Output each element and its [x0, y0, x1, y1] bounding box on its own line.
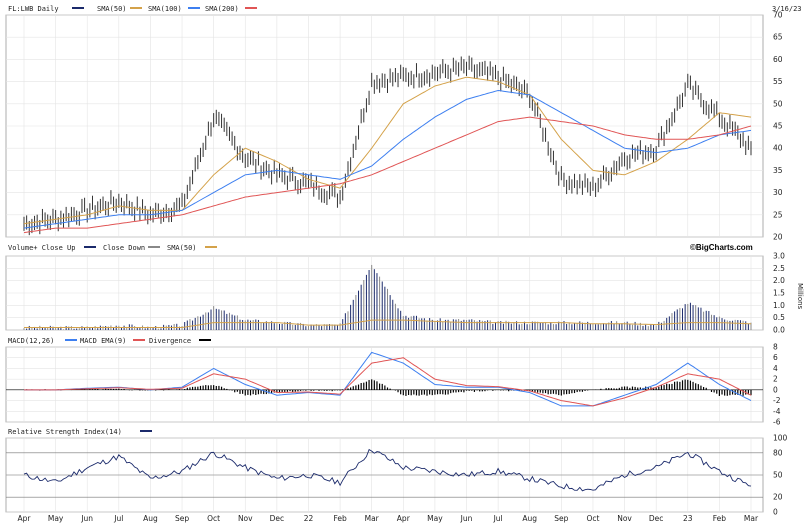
- y-tick-label: 50: [773, 99, 783, 108]
- x-tick-label: May: [427, 514, 443, 523]
- x-tick-label: Sep: [554, 514, 568, 523]
- x-tick-label: Jul: [493, 514, 503, 523]
- x-tick-label: Jun: [460, 514, 473, 523]
- macd-panel: [5, 346, 764, 423]
- volume-sma-line: [24, 319, 752, 328]
- y-tick-label: 2: [773, 375, 778, 384]
- chart-date: 3/16/23: [772, 5, 802, 13]
- x-tick-label: 23: [683, 514, 693, 523]
- x-tick-label: 22: [304, 514, 314, 523]
- x-tick-label: Oct: [207, 514, 220, 523]
- y-tick-label: 70: [773, 11, 783, 20]
- x-tick-label: Apr: [397, 514, 411, 523]
- y-tick-label: 0: [773, 508, 778, 517]
- y-tick-label: 8: [773, 343, 778, 352]
- y-tick-label: 80: [773, 448, 783, 457]
- x-tick-label: Nov: [617, 514, 632, 523]
- y-tick-label: 65: [773, 33, 783, 42]
- x-tick-label: Feb: [713, 514, 727, 523]
- y-tick-label: -2: [773, 396, 781, 405]
- x-tick-label: Apr: [18, 514, 32, 523]
- y-tick-label: 60: [773, 55, 783, 64]
- macd-legend-1: MACD EMA(9): [80, 337, 126, 345]
- bigcharts-brand: ©BigCharts.com: [690, 243, 753, 252]
- y-tick-label: 6: [773, 353, 778, 362]
- y-tick-label: -4: [773, 407, 781, 416]
- price-legend-3: SMA(200): [205, 5, 239, 13]
- x-tick-label: Dec: [649, 514, 664, 523]
- macd-legend-2: Divergence: [149, 337, 191, 345]
- y-tick-label: 2.5: [773, 264, 785, 273]
- x-tick-label: Jun: [80, 514, 93, 523]
- volume-unit: Millions: [796, 283, 804, 310]
- x-tick-label: Aug: [522, 514, 537, 523]
- price-legend-1: SMA(50): [97, 5, 127, 13]
- y-tick-label: 20: [773, 493, 783, 502]
- x-tick-label: Mar: [744, 514, 759, 523]
- volume-legend-0: Volume+ Close Up: [8, 244, 75, 252]
- x-tick-label: Oct: [586, 514, 599, 523]
- y-tick-label: 100: [773, 434, 788, 443]
- y-tick-label: 55: [773, 77, 783, 86]
- y-tick-label: 1.5: [773, 289, 785, 298]
- price-legend-2: SMA(100): [148, 5, 182, 13]
- y-tick-label: 50: [773, 471, 783, 480]
- volume-legend-2: SMA(50): [167, 244, 197, 252]
- y-tick-label: 40: [773, 144, 783, 153]
- y-tick-label: 45: [773, 122, 783, 131]
- x-tick-label: Nov: [238, 514, 253, 523]
- x-tick-label: Sep: [175, 514, 189, 523]
- y-tick-label: 2.0: [773, 276, 785, 285]
- rsi-legend-0: Relative Strength Index(14): [8, 428, 122, 436]
- y-tick-label: 35: [773, 166, 783, 175]
- y-tick-label: 0.0: [773, 326, 785, 335]
- y-tick-label: 20: [773, 233, 783, 242]
- macd-legend-0: MACD(12,26): [8, 337, 54, 345]
- x-tick-label: Feb: [333, 514, 347, 523]
- price-legend-0: FL:LWB Daily: [8, 5, 59, 13]
- y-tick-label: -6: [773, 418, 781, 427]
- x-tick-label: Dec: [270, 514, 285, 523]
- y-tick-label: 3.0: [773, 252, 785, 261]
- x-tick-label: May: [48, 514, 64, 523]
- x-tick-label: Aug: [143, 514, 158, 523]
- sma-line-SMA(200): [23, 116, 752, 234]
- y-tick-label: 30: [773, 188, 783, 197]
- y-tick-label: 25: [773, 210, 783, 219]
- macd-line-MACD EMA(9): [24, 357, 752, 407]
- y-tick-label: 0.5: [773, 313, 785, 322]
- rsi-line: [23, 448, 752, 492]
- y-tick-label: 1.0: [773, 301, 785, 310]
- volume-legend-1: Close Down: [103, 244, 145, 252]
- x-tick-label: Jul: [113, 514, 123, 523]
- sma-line-SMA(50): [23, 76, 752, 225]
- x-tick-label: Mar: [365, 514, 380, 523]
- y-tick-label: 0: [773, 385, 778, 394]
- y-tick-label: 4: [773, 364, 778, 373]
- sma-line-SMA(100): [23, 89, 752, 229]
